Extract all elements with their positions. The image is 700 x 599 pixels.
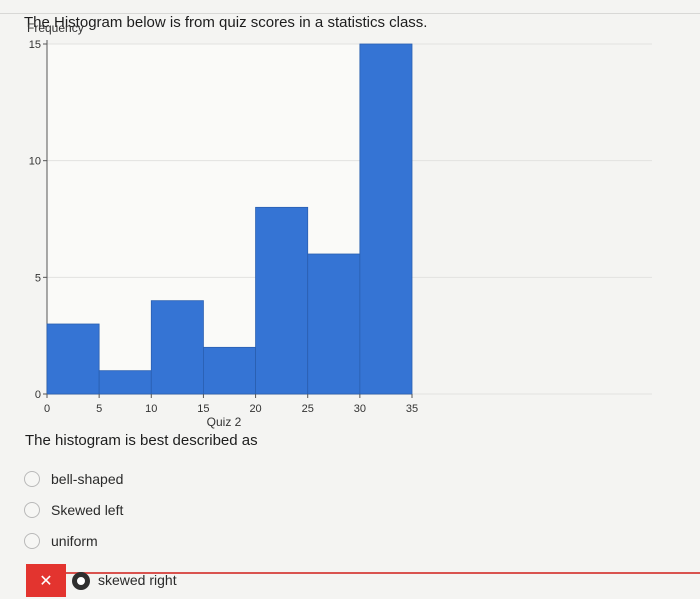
- y-tick-label: 5: [35, 272, 41, 284]
- incorrect-answer-rule: [66, 572, 700, 574]
- x-tick-label: 15: [197, 403, 209, 415]
- histogram-bar: [46, 323, 100, 395]
- y-tick-label: 0: [35, 389, 41, 401]
- x-tick-label: 35: [406, 403, 418, 415]
- y-tick-label: 15: [29, 39, 41, 51]
- y-axis-label: Frequency: [27, 21, 84, 35]
- prompt-text: The histogram is best described as: [25, 432, 258, 449]
- x-tick-label: 10: [145, 403, 157, 415]
- x-tick-label: 25: [302, 403, 314, 415]
- histogram-bar: [203, 346, 256, 395]
- x-tick-label: 30: [354, 403, 366, 415]
- radio-button-icon[interactable]: [24, 502, 40, 518]
- question-text: The Histogram below is from quiz scores …: [24, 14, 428, 31]
- histogram-bar: [359, 43, 413, 395]
- radio-button-icon[interactable]: [24, 471, 40, 487]
- x-tick-label: 20: [249, 403, 261, 415]
- x-tick-label: 5: [96, 403, 102, 415]
- radio-button-icon[interactable]: [24, 533, 40, 549]
- histogram-chart: 0 5 10 15 0 5 10 15 20 25 30 35 Quiz 2: [29, 39, 652, 429]
- option-label: uniform: [51, 533, 98, 549]
- option-skewed-right[interactable]: ✕ skewed right: [26, 564, 700, 597]
- top-divider: [0, 13, 700, 14]
- option-uniform[interactable]: uniform: [24, 530, 98, 552]
- option-skewed-left[interactable]: Skewed left: [24, 499, 123, 521]
- option-label: Skewed left: [51, 502, 124, 518]
- x-axis-label: Quiz 2: [207, 415, 242, 429]
- histogram-bar: [98, 370, 152, 395]
- option-label: bell-shaped: [51, 471, 124, 487]
- option-label: skewed right: [98, 572, 177, 588]
- selected-radio-icon[interactable]: [72, 572, 90, 590]
- x-mark-icon: ✕: [26, 564, 66, 597]
- histogram-bar: [307, 253, 361, 395]
- option-bell-shaped[interactable]: bell-shaped: [24, 468, 123, 490]
- x-tick-label: 0: [44, 403, 50, 415]
- histogram-bar: [150, 300, 204, 395]
- histogram-bar: [255, 206, 309, 395]
- y-tick-label: 10: [29, 156, 41, 168]
